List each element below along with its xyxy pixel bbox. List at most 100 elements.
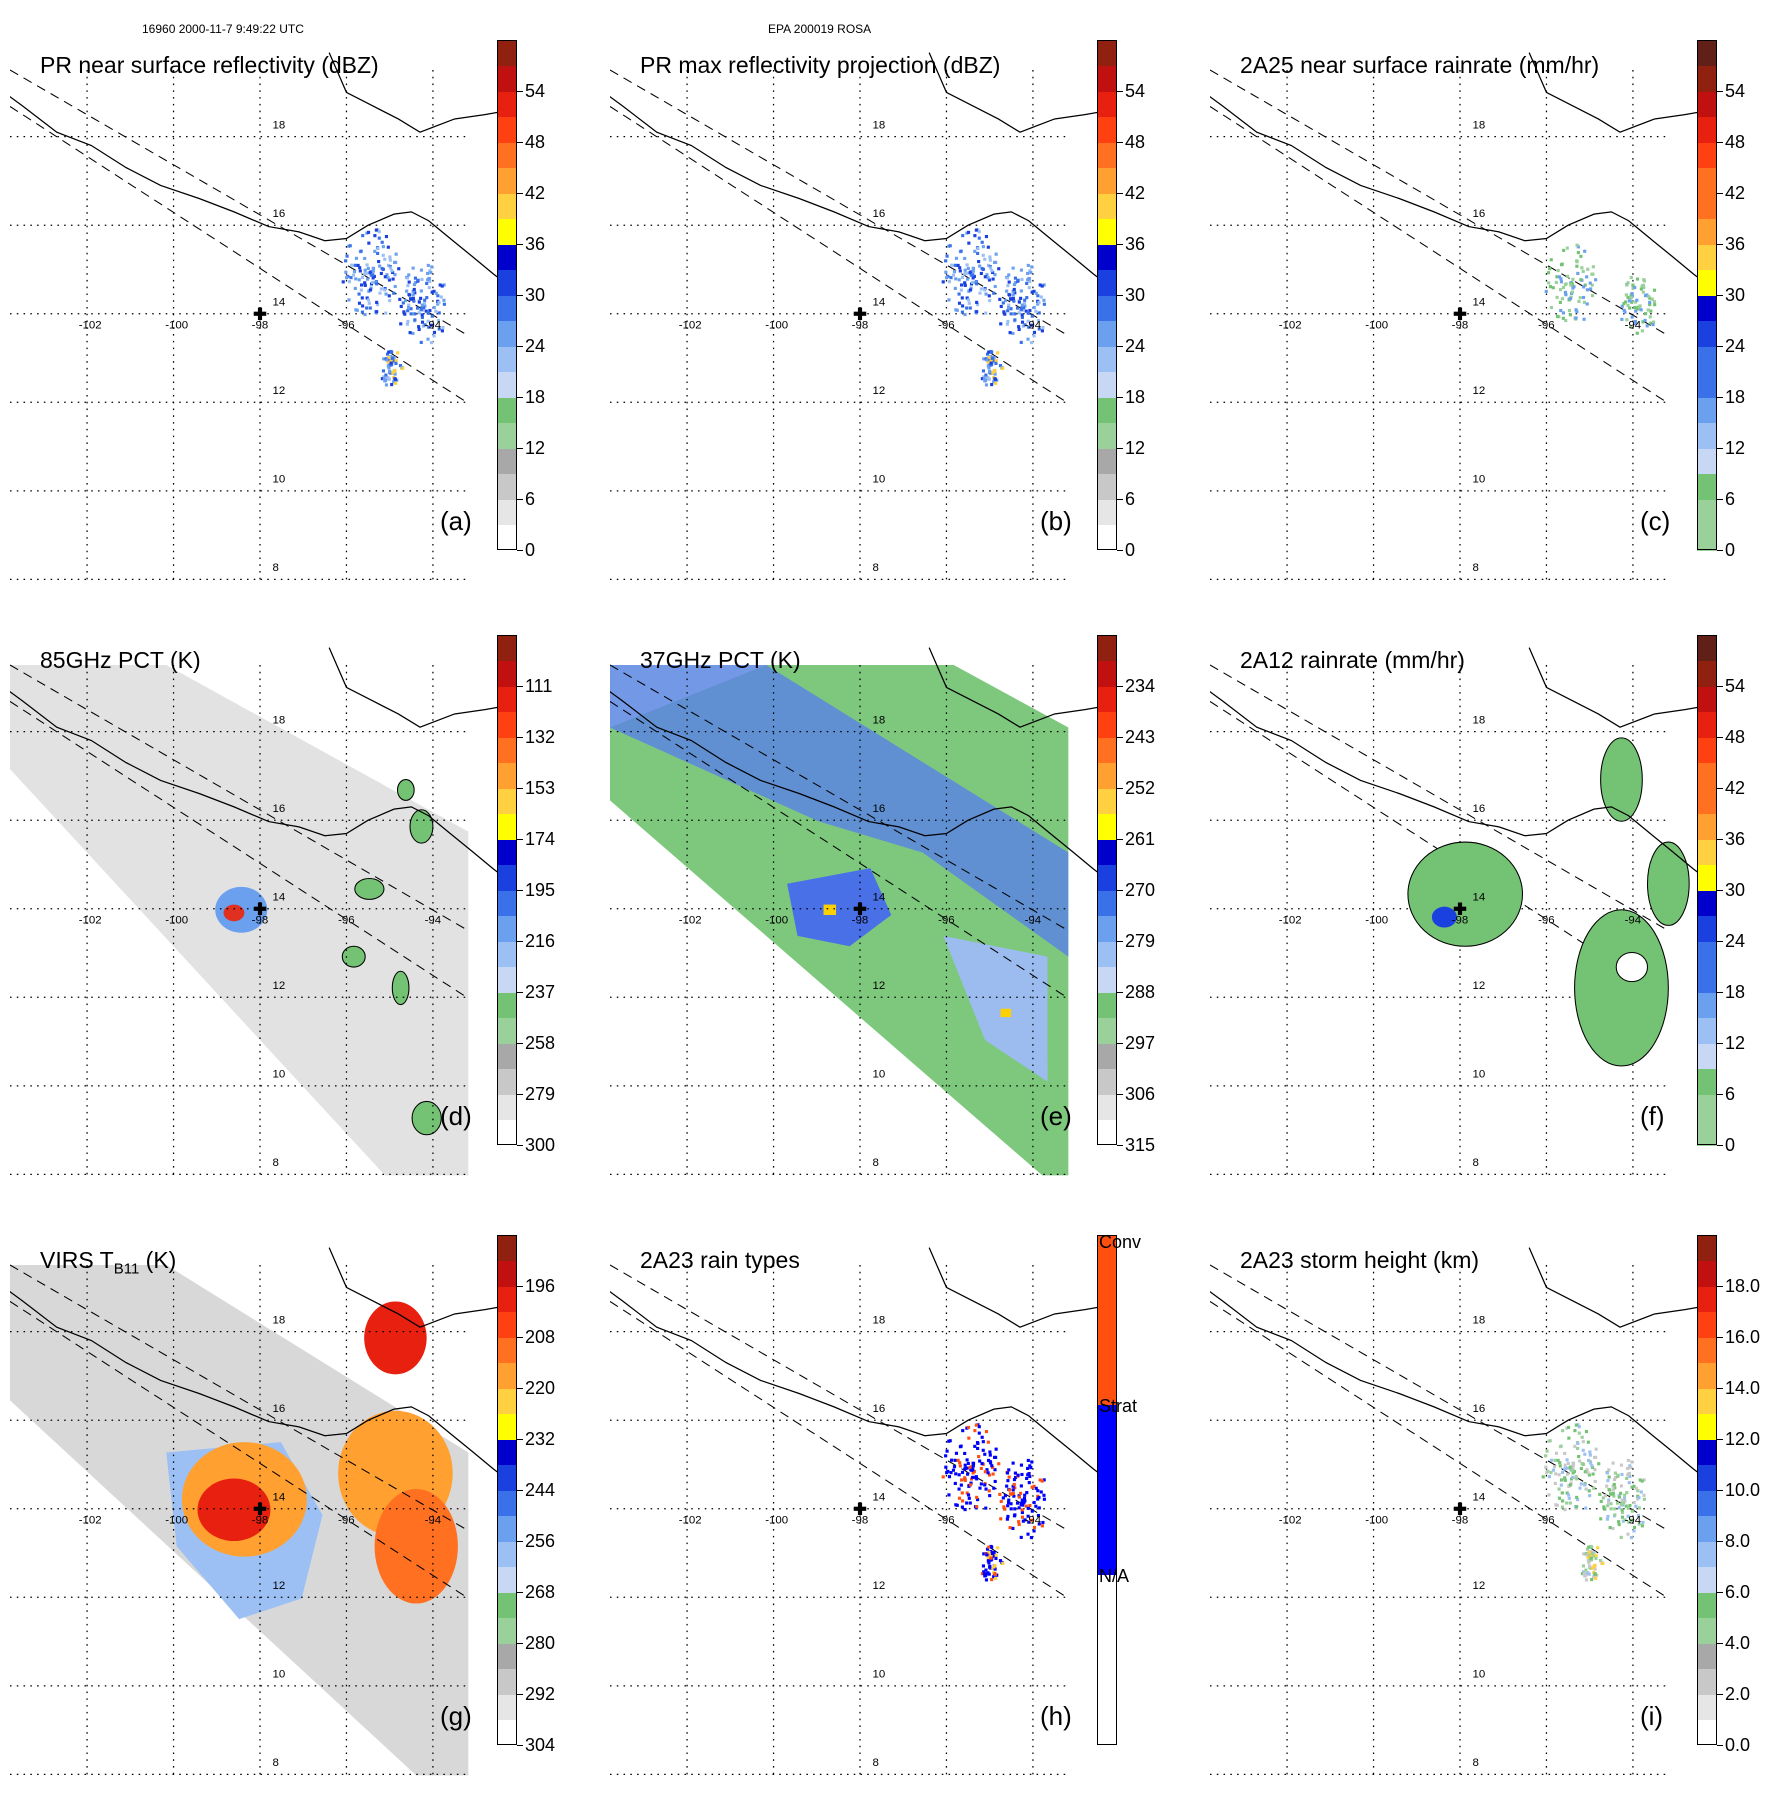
lat-label: 16 xyxy=(1473,1403,1486,1415)
lon-label: -98 xyxy=(1452,1514,1469,1526)
colorbar-segment xyxy=(1097,65,1117,92)
panel-title: 2A25 near surface rainrate (mm/hr) xyxy=(1240,52,1599,79)
colorbar-segment xyxy=(1097,91,1117,117)
colorbar-tick-label: 208 xyxy=(525,1327,556,1347)
colorbar-segment xyxy=(497,320,517,347)
colorbar-tick xyxy=(1117,295,1123,296)
colorbar-segment xyxy=(1097,499,1117,525)
colorbar-segment xyxy=(497,1286,517,1312)
panel-e: -102-100-98-96-94-921816141210837GHz PCT… xyxy=(610,635,1185,1205)
lon-label: -94 xyxy=(425,319,442,331)
colorbar-tick xyxy=(1717,1592,1723,1593)
coastline-gulf xyxy=(928,647,1110,728)
colorbar-segment xyxy=(497,371,517,398)
lon-label: -100 xyxy=(765,319,788,331)
colorbar: 0 6 12 18 24 30 36 42 48 54 xyxy=(497,40,587,600)
colorbar-tick xyxy=(1717,193,1723,194)
lat-label: 10 xyxy=(873,1069,886,1081)
lat-label: 12 xyxy=(1473,385,1486,397)
colorbar: 0 6 12 18 24 30 36 42 48 54 xyxy=(1697,635,1771,1195)
coastline-gulf xyxy=(328,52,510,133)
colorbar-segment xyxy=(497,813,517,840)
colorbar-segment xyxy=(1697,1668,1717,1695)
colorbar-tick-label: 153 xyxy=(525,778,556,798)
colorbar-segment xyxy=(1697,1043,1717,1069)
colorbar-tick-label: 279 xyxy=(1125,931,1156,951)
colorbar-tick-label: 12.0 xyxy=(1725,1429,1761,1449)
colorbar-segment xyxy=(1697,1592,1717,1618)
map-base: -102-100-98-96-94-9218161412108 xyxy=(1210,52,1710,581)
colorbar-tick xyxy=(1717,346,1723,347)
colorbar-segment xyxy=(1697,1694,1717,1720)
colorbar-tick xyxy=(517,346,523,347)
colorbar-tick xyxy=(1117,839,1123,840)
colorbar-tick-label: 280 xyxy=(525,1633,556,1653)
colorbar-tick-label: 6.0 xyxy=(1725,1582,1751,1602)
colorbar-tick-label: 18 xyxy=(1125,387,1146,407)
map-c: -102-100-98-96-94-9218161412108 xyxy=(1210,52,1710,581)
colorbar-tick-label: 54 xyxy=(1125,81,1146,101)
colorbar-category-label: N/A xyxy=(1099,1566,1130,1586)
colorbar-tick-label: 306 xyxy=(1125,1084,1156,1104)
colorbar-tick-label: 42 xyxy=(525,183,546,203)
colorbar-segment xyxy=(1097,1068,1117,1095)
colorbar-segment xyxy=(1697,686,1717,712)
lon-label: -98 xyxy=(252,1514,269,1526)
panel-title-text: 37GHz PCT (K) xyxy=(640,647,801,673)
swath-edge xyxy=(10,69,469,337)
lon-label: -102 xyxy=(679,1514,702,1526)
lat-label: 10 xyxy=(1473,1069,1486,1081)
colorbar-tick-label: 244 xyxy=(525,1480,556,1500)
colorbar-segment xyxy=(1097,116,1117,143)
colorbar-segment xyxy=(1697,1286,1717,1312)
colorbar-tick-label: 12 xyxy=(1725,438,1746,458)
panel-title: 2A23 storm height (km) xyxy=(1240,1247,1479,1274)
colorbar-tick xyxy=(517,499,523,500)
colorbar-tick xyxy=(517,941,523,942)
panel-g: -102-100-98-96-94-9218161412108VIRS TB11… xyxy=(10,1235,585,1805)
colorbar-segment xyxy=(497,941,517,967)
panel-title-text: PR near surface reflectivity (dBZ) xyxy=(40,52,379,78)
colorbar-segment xyxy=(1097,448,1117,474)
colorbar-segment xyxy=(1697,1464,1717,1491)
colorbar-tick-label: 10.0 xyxy=(1725,1480,1761,1500)
lat-label: 8 xyxy=(273,1757,279,1769)
storm-info: EPA 200019 ROSA xyxy=(768,22,872,36)
colorbar-tick xyxy=(517,397,523,398)
colorbar-segment xyxy=(497,1119,517,1146)
colorbar-tick-label: 288 xyxy=(1125,982,1156,1002)
lat-label: 16 xyxy=(1473,803,1486,815)
colorbar-segment xyxy=(1097,1405,1117,1575)
panel-title: 37GHz PCT (K) xyxy=(640,647,801,674)
colorbar-segment xyxy=(497,635,517,661)
panel-title-text: 2A23 rain types xyxy=(640,1247,800,1273)
colorbar: 0 6 12 18 24 30 36 42 48 54 xyxy=(1097,40,1187,600)
colorbar-tick xyxy=(1717,244,1723,245)
colorbar-tick-label: 237 xyxy=(525,982,556,1002)
colorbar-tick xyxy=(517,1490,523,1491)
colorbar-segment xyxy=(497,711,517,738)
colorbar-tick xyxy=(1717,550,1723,551)
colorbar-segment xyxy=(497,422,517,449)
colorbar-segment xyxy=(1097,218,1117,245)
colorbar-tick xyxy=(1717,941,1723,942)
colorbar-segment xyxy=(1097,762,1117,789)
colorbar-segment xyxy=(1697,813,1717,840)
colorbar-tick-label: 48 xyxy=(1725,727,1746,747)
lat-label: 16 xyxy=(873,208,886,220)
lon-label: -98 xyxy=(252,914,269,926)
colorbar-segment xyxy=(1097,295,1117,321)
colorbar-tick-label: 42 xyxy=(1725,183,1746,203)
colorbar-tick-label: 270 xyxy=(1125,880,1156,900)
coastline xyxy=(10,1290,510,1483)
colorbar-category-label: Strat xyxy=(1099,1396,1138,1416)
colorbar-tick xyxy=(1117,941,1123,942)
panel-c: -102-100-98-96-94-92181614121082A25 near… xyxy=(1210,40,1771,610)
colorbar-tick xyxy=(1117,686,1123,687)
colorbar-tick-label: 24 xyxy=(1125,336,1146,356)
colorbar-segment xyxy=(1097,890,1117,916)
colorbar-segment xyxy=(1097,635,1117,661)
colorbar-tick-label: 6 xyxy=(1725,489,1736,509)
colorbar-tick-label: 54 xyxy=(525,81,546,101)
lon-label: -102 xyxy=(679,914,702,926)
